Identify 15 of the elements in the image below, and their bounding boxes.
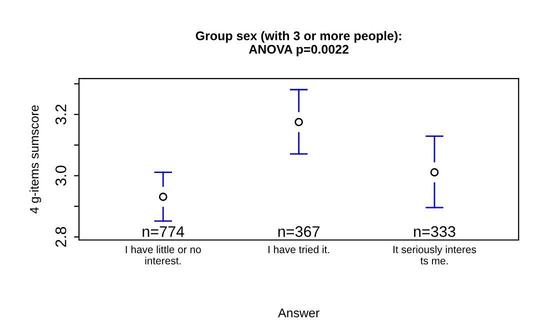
annotation: n=333: [414, 226, 456, 237]
y-axis-title: 4 g-items sumscore: [29, 105, 42, 214]
y-tick-label: 2.8: [55, 226, 66, 247]
x-tick-label: It seriously interes ts me.: [393, 246, 476, 264]
chart-title: Group sex (with 3 or more people): ANOVA p=0.0022: [196, 31, 402, 56]
point: [430, 168, 439, 176]
y-tick-label: 3.2: [55, 104, 66, 124]
y-tick-label: 3.0: [55, 166, 66, 186]
x-tick-label: I have tried it.: [268, 246, 330, 254]
x-axis-title: Answer: [278, 308, 320, 318]
point: [158, 192, 168, 201]
annotation: n=774: [142, 226, 184, 237]
x-tick-label: I have little or no interest.: [126, 246, 201, 264]
point: [294, 118, 303, 126]
annotation: n=367: [278, 226, 320, 237]
